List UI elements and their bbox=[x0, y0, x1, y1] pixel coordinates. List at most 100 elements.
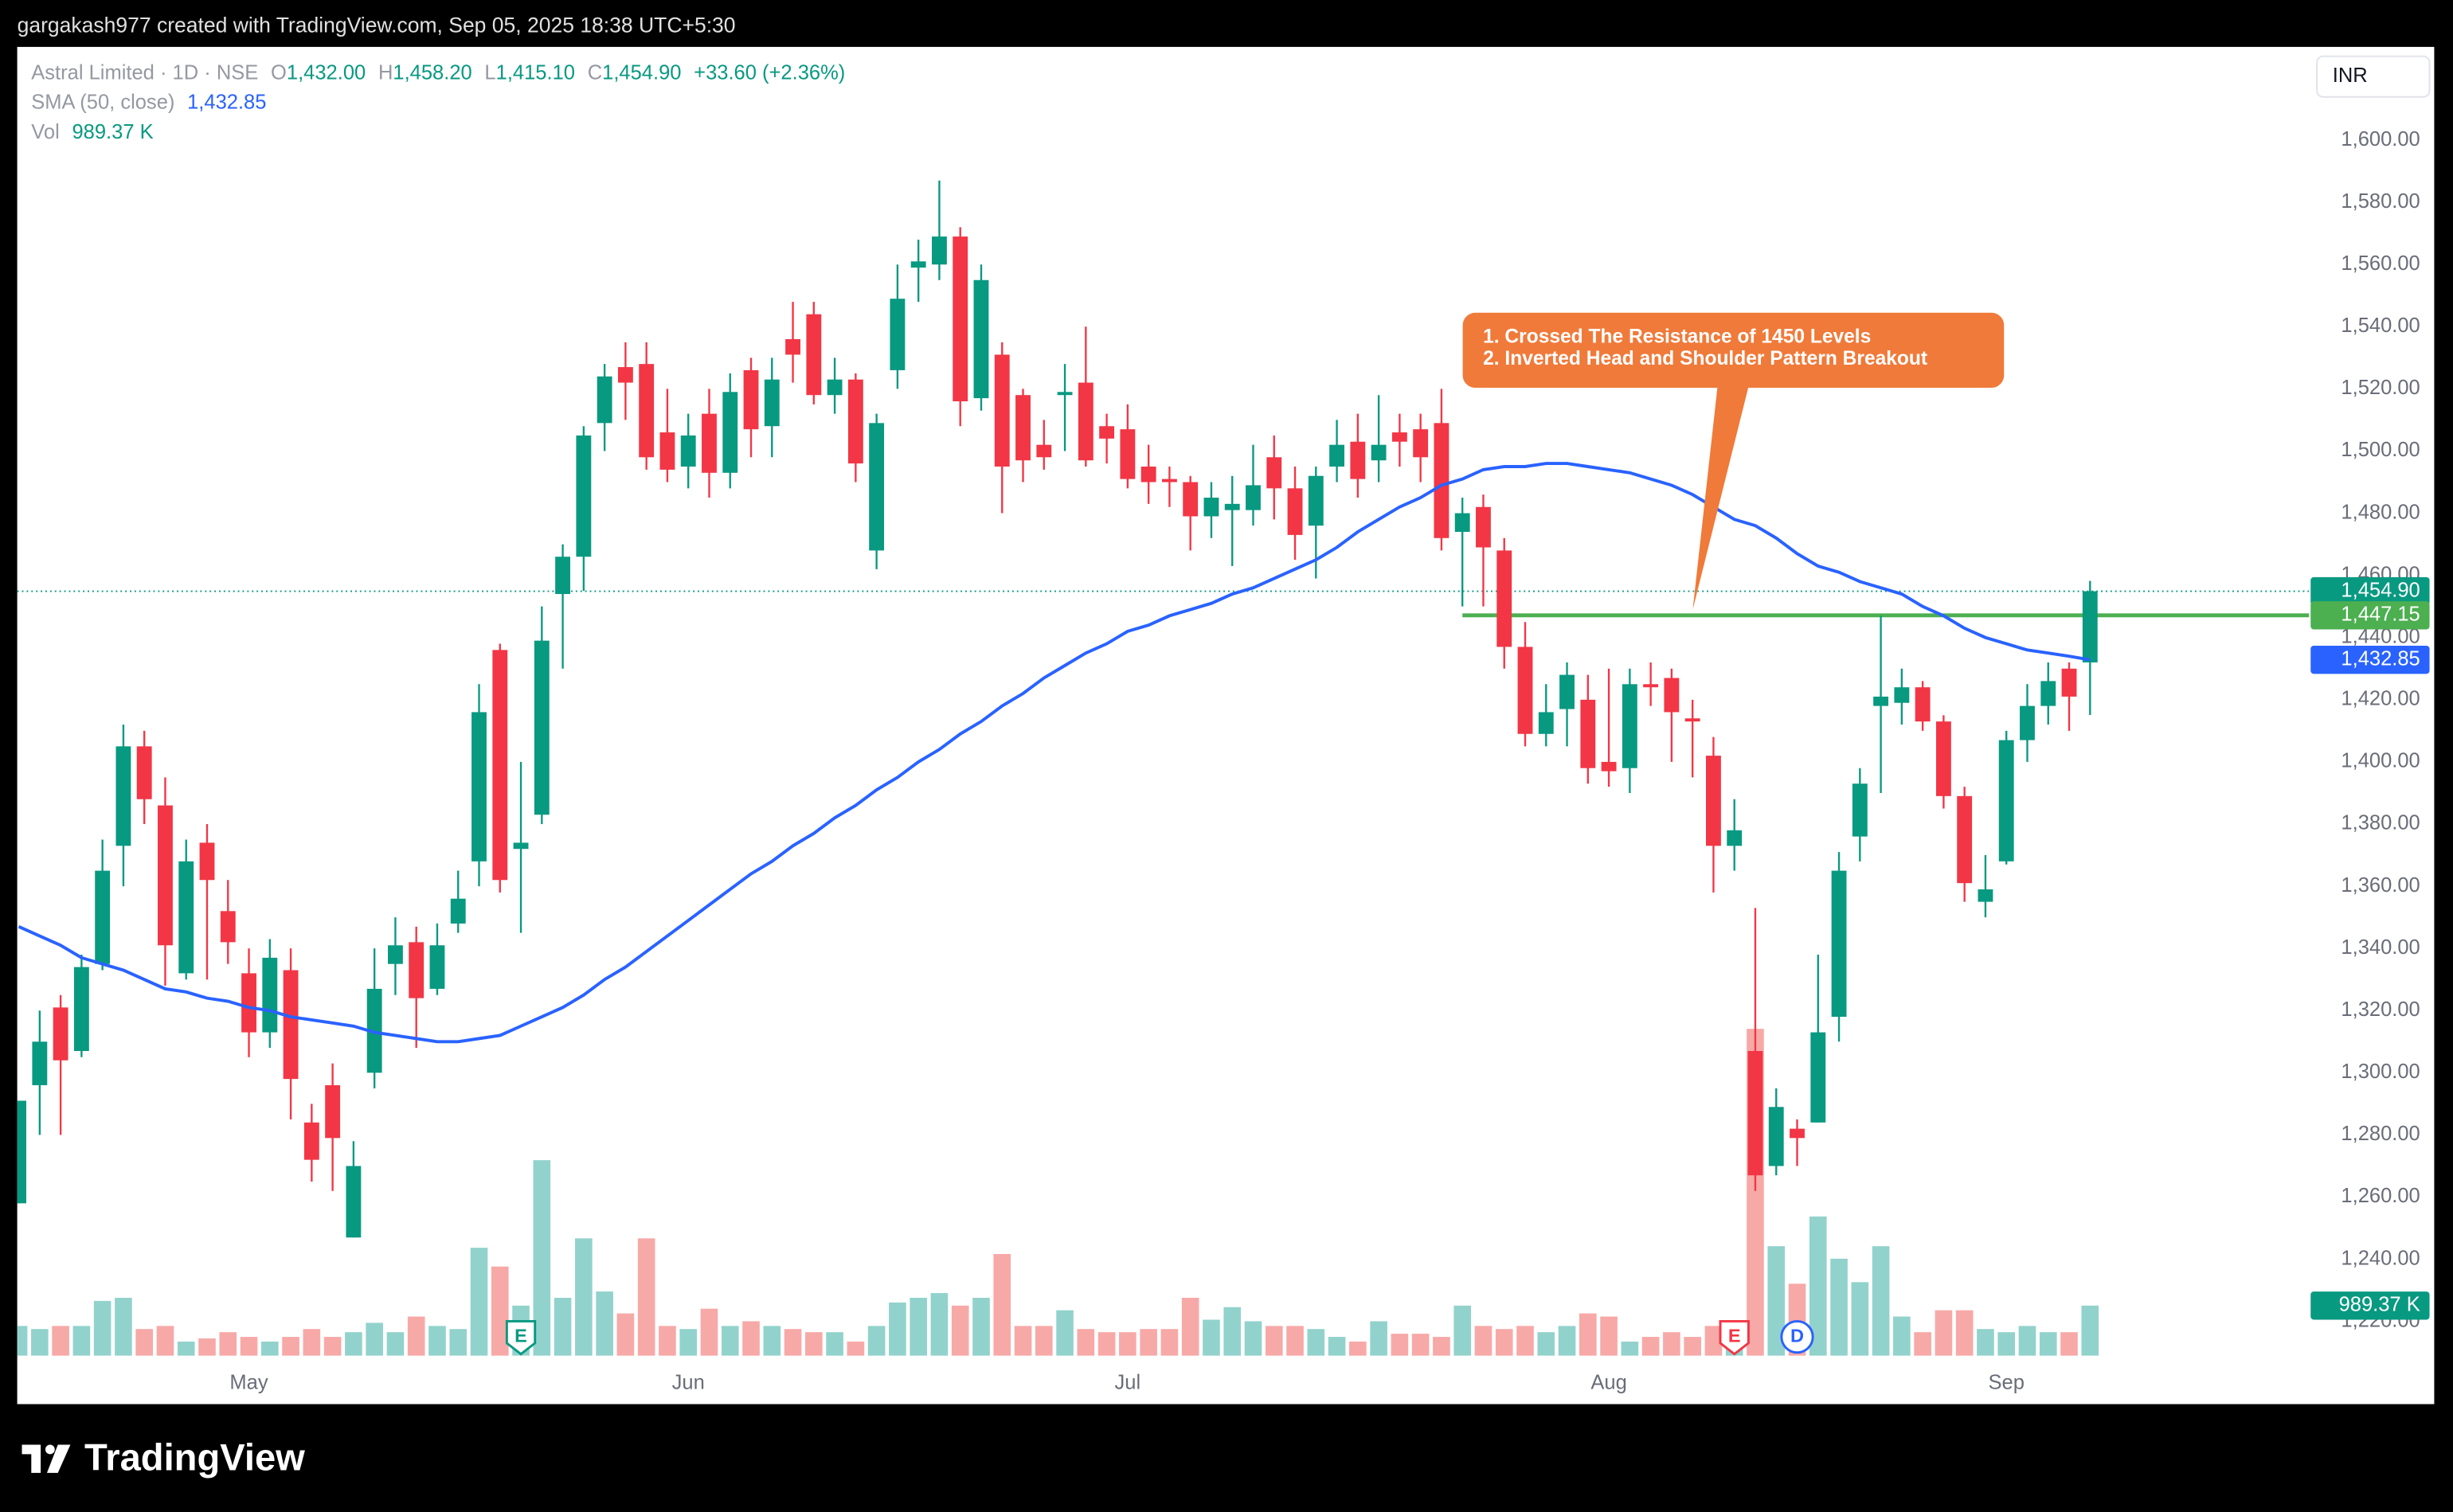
brand: TradingView bbox=[84, 1436, 305, 1479]
volume-bar bbox=[554, 1297, 572, 1356]
chart-panel bbox=[17, 46, 2435, 1405]
candle-body bbox=[1496, 550, 1512, 647]
y-tick-label: 1,520.00 bbox=[2341, 377, 2420, 399]
candle-body bbox=[1852, 783, 1868, 837]
candle-body bbox=[1120, 429, 1136, 479]
event-label: E bbox=[514, 1325, 527, 1346]
candle-body bbox=[1810, 1032, 1826, 1123]
volume-bar bbox=[1411, 1334, 1430, 1356]
candle-body bbox=[429, 945, 445, 989]
legend-value: 1,415.10 bbox=[496, 61, 575, 84]
volume-bar bbox=[1809, 1216, 1827, 1356]
candle-body bbox=[1706, 756, 1721, 846]
volume-bar bbox=[993, 1253, 1011, 1356]
candle-body bbox=[1831, 870, 1847, 1018]
candle-body bbox=[1957, 795, 1973, 884]
volume-bar bbox=[1537, 1332, 1555, 1356]
event-label: D bbox=[1790, 1325, 1804, 1346]
y-tick-label: 1,380.00 bbox=[2341, 812, 2420, 834]
volume-bar bbox=[1474, 1326, 1493, 1356]
candle-body bbox=[994, 354, 1010, 467]
candle-body bbox=[869, 423, 885, 551]
candle-body bbox=[597, 376, 612, 424]
volume-bar bbox=[1914, 1332, 1931, 1356]
candle-body bbox=[178, 861, 194, 974]
candle-body bbox=[1727, 830, 1743, 846]
volume-bar bbox=[1977, 1329, 1994, 1356]
volume-bar bbox=[323, 1337, 342, 1356]
volume-bar bbox=[805, 1332, 823, 1356]
candle-body bbox=[1517, 647, 1533, 734]
annotation-text: 2. Inverted Head and Shoulder Pattern Br… bbox=[1483, 348, 1927, 369]
legend-key: H bbox=[378, 61, 393, 84]
event-marker bbox=[1719, 1319, 1750, 1356]
candle-body bbox=[1768, 1107, 1784, 1166]
volume-bar bbox=[972, 1297, 990, 1356]
volume-bar bbox=[847, 1341, 865, 1356]
volume-bar bbox=[1160, 1329, 1179, 1356]
y-tick-label: 1,600.00 bbox=[2341, 128, 2420, 150]
price-badge-label: 1,432.85 bbox=[2341, 647, 2420, 670]
candle-body bbox=[953, 236, 968, 402]
logo-mark bbox=[46, 1444, 71, 1473]
volume-bar bbox=[198, 1338, 216, 1356]
volume-bar bbox=[1370, 1321, 1387, 1356]
candle-body bbox=[32, 1041, 48, 1085]
sma-value: 1,432.85 bbox=[187, 91, 266, 113]
candle-body bbox=[303, 1122, 319, 1160]
currency: INR bbox=[2333, 64, 2368, 87]
candle-body bbox=[53, 1007, 68, 1061]
volume-value: 989.37 K bbox=[72, 121, 153, 143]
volume-bar bbox=[219, 1332, 237, 1356]
candle-body bbox=[1790, 1128, 1805, 1139]
y-tick-label: 1,540.00 bbox=[2341, 315, 2420, 337]
x-tick-label: Jun bbox=[672, 1372, 705, 1394]
volume-bar bbox=[1328, 1337, 1346, 1356]
y-tick-label: 1,480.00 bbox=[2341, 501, 2420, 523]
volume-bar bbox=[1203, 1319, 1220, 1356]
candle-body bbox=[1266, 457, 1282, 489]
candle-body bbox=[220, 911, 236, 943]
candle-body bbox=[199, 842, 215, 881]
legend-change: +33.60 (+2.36%) bbox=[694, 61, 845, 84]
logo-mark bbox=[45, 1444, 55, 1455]
volume-bar bbox=[616, 1313, 635, 1356]
volume-bar bbox=[889, 1302, 906, 1356]
volume-bar bbox=[659, 1326, 676, 1356]
candle-body bbox=[555, 557, 571, 595]
candle-body bbox=[973, 279, 989, 399]
candle-body bbox=[576, 435, 592, 557]
event-marker bbox=[1780, 1319, 1814, 1354]
candle-body bbox=[1140, 466, 1156, 483]
legend-value: 1,432.00 bbox=[287, 61, 366, 84]
volume-bar bbox=[177, 1341, 195, 1356]
volume-bar bbox=[1097, 1332, 1116, 1356]
volume-bar bbox=[345, 1332, 362, 1356]
volume-bar bbox=[1077, 1329, 1095, 1356]
candle-body bbox=[1747, 1050, 1763, 1176]
candle-body bbox=[1350, 441, 1366, 479]
volume-bar bbox=[1516, 1326, 1534, 1356]
volume-bar bbox=[1056, 1310, 1074, 1356]
candle-body bbox=[409, 942, 424, 998]
volume-bar bbox=[52, 1326, 69, 1356]
volume-bar bbox=[1244, 1321, 1262, 1356]
volume-bar bbox=[115, 1297, 132, 1356]
volume-bar bbox=[1307, 1329, 1325, 1356]
volume-bar bbox=[93, 1300, 111, 1356]
x-tick-label: May bbox=[229, 1372, 268, 1394]
candle-body bbox=[73, 967, 89, 1051]
volume-bar bbox=[1349, 1341, 1367, 1356]
currency-box[interactable] bbox=[2316, 55, 2431, 98]
candle-body bbox=[241, 973, 256, 1033]
volume-bar bbox=[1893, 1316, 1911, 1356]
x-tick-label: Aug bbox=[1590, 1372, 1626, 1394]
volume-bar bbox=[679, 1329, 698, 1356]
candle-body bbox=[1308, 475, 1324, 526]
candle-body bbox=[1998, 740, 2014, 861]
candle-body bbox=[1915, 687, 1931, 722]
volume-bar bbox=[1767, 1246, 1786, 1356]
volume-bar bbox=[1265, 1326, 1283, 1356]
volume-bar bbox=[1035, 1326, 1053, 1356]
candle-body bbox=[1036, 444, 1052, 458]
